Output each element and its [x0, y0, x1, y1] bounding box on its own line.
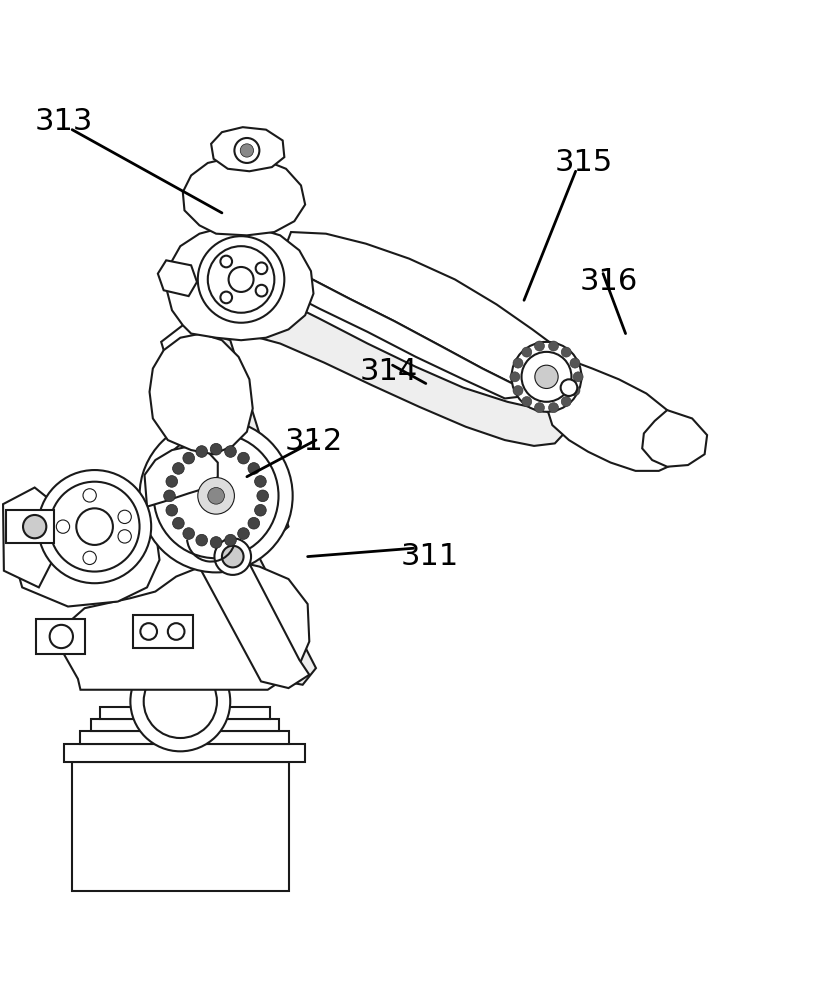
Text: 311: 311 [401, 542, 459, 571]
Circle shape [560, 379, 577, 396]
Polygon shape [158, 460, 309, 688]
Circle shape [83, 551, 96, 565]
Circle shape [168, 623, 185, 640]
Circle shape [570, 358, 580, 368]
Circle shape [118, 510, 131, 524]
Circle shape [183, 452, 195, 464]
Circle shape [549, 403, 559, 413]
Circle shape [561, 347, 571, 357]
Polygon shape [144, 446, 218, 507]
Circle shape [225, 534, 236, 546]
Circle shape [173, 463, 185, 474]
Circle shape [522, 352, 571, 402]
Circle shape [257, 490, 269, 502]
Polygon shape [166, 227, 313, 340]
Polygon shape [281, 232, 565, 388]
Circle shape [248, 463, 260, 474]
Bar [99, 707, 271, 719]
Polygon shape [247, 260, 554, 398]
Circle shape [49, 625, 73, 648]
Bar [6, 510, 53, 543]
Circle shape [225, 446, 236, 457]
Bar [63, 744, 305, 762]
Polygon shape [161, 325, 266, 537]
Circle shape [512, 342, 581, 412]
Polygon shape [183, 467, 316, 685]
Polygon shape [183, 157, 305, 235]
Circle shape [240, 144, 254, 157]
Circle shape [210, 537, 222, 548]
Circle shape [238, 528, 250, 539]
Circle shape [522, 397, 532, 407]
Bar [133, 615, 193, 648]
Circle shape [220, 292, 232, 303]
Polygon shape [642, 410, 707, 467]
Circle shape [56, 520, 69, 533]
Circle shape [220, 256, 232, 267]
Circle shape [196, 534, 208, 546]
Text: 314: 314 [359, 357, 418, 386]
Circle shape [139, 419, 292, 572]
Circle shape [535, 365, 558, 388]
Circle shape [513, 358, 523, 368]
Circle shape [256, 285, 267, 296]
Circle shape [534, 341, 544, 351]
Circle shape [215, 538, 251, 575]
Circle shape [222, 546, 244, 567]
Polygon shape [186, 334, 289, 546]
Circle shape [83, 489, 96, 502]
Circle shape [534, 403, 544, 413]
Circle shape [130, 651, 230, 751]
Circle shape [76, 508, 113, 545]
Circle shape [513, 386, 523, 396]
Circle shape [166, 504, 178, 516]
Bar [91, 719, 279, 731]
Circle shape [210, 443, 222, 455]
Polygon shape [63, 560, 309, 690]
Circle shape [570, 386, 580, 396]
Polygon shape [211, 127, 285, 171]
Text: 316: 316 [579, 267, 638, 296]
Circle shape [198, 236, 285, 323]
Circle shape [255, 504, 266, 516]
Circle shape [144, 665, 217, 738]
Circle shape [166, 476, 178, 487]
Circle shape [208, 246, 275, 313]
Text: 313: 313 [35, 107, 93, 136]
Bar [37, 619, 84, 654]
Circle shape [196, 446, 208, 457]
Circle shape [256, 262, 267, 274]
Text: 315: 315 [554, 148, 613, 177]
Circle shape [208, 488, 225, 504]
Polygon shape [546, 359, 686, 471]
Circle shape [238, 452, 250, 464]
Circle shape [173, 517, 185, 529]
Circle shape [561, 397, 571, 407]
Circle shape [229, 267, 254, 292]
Circle shape [549, 341, 559, 351]
Bar [72, 762, 289, 891]
Circle shape [522, 347, 532, 357]
Circle shape [38, 470, 151, 583]
Circle shape [49, 482, 139, 572]
Polygon shape [149, 334, 253, 454]
Circle shape [118, 530, 131, 543]
Circle shape [23, 515, 46, 538]
Bar [80, 731, 289, 744]
Polygon shape [3, 488, 58, 587]
Circle shape [235, 138, 260, 163]
Polygon shape [241, 279, 565, 446]
Circle shape [154, 433, 279, 558]
Circle shape [183, 528, 195, 539]
Circle shape [510, 372, 520, 382]
Polygon shape [158, 260, 197, 296]
Circle shape [198, 478, 235, 514]
Text: 312: 312 [285, 427, 342, 456]
Circle shape [248, 517, 260, 529]
Circle shape [573, 372, 583, 382]
Circle shape [255, 476, 266, 487]
Circle shape [164, 490, 175, 502]
Polygon shape [14, 483, 159, 607]
Circle shape [140, 623, 157, 640]
